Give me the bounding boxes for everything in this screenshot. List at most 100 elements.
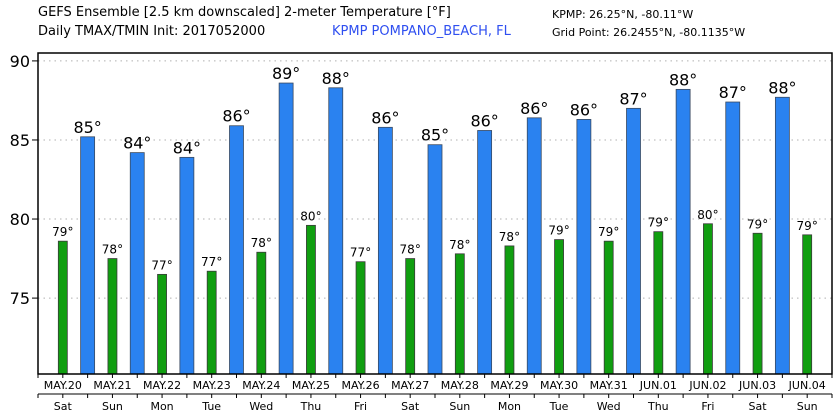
y-tick-label: 75 xyxy=(10,289,30,308)
tmin-label: 77° xyxy=(151,258,172,272)
x-date-label: MAY.28 xyxy=(441,379,479,392)
tmax-bar xyxy=(675,88,691,375)
plot-frame xyxy=(37,52,833,375)
x-date-label: MAY.30 xyxy=(540,379,578,392)
tmax-label: 87° xyxy=(619,89,647,108)
x-weekday-label: Fri xyxy=(701,400,714,413)
grid-point-coordinates: Grid Point: 26.2455°N, -80.1135°W xyxy=(552,26,746,39)
y-tick-label: 80 xyxy=(10,210,30,229)
tmax-bar xyxy=(229,125,244,375)
x-weekday-label: Mon xyxy=(498,400,521,413)
y-axis: 75 80 85 90 xyxy=(10,52,38,308)
x-weekday-label: Tue xyxy=(549,400,569,413)
tmax-bar xyxy=(477,130,493,375)
x-date-label: MAY.25 xyxy=(292,379,330,392)
tmin-label: 80° xyxy=(300,209,321,223)
x-weekday-label: Thu xyxy=(647,400,669,413)
tmax-bar xyxy=(328,87,344,375)
tmin-bar xyxy=(802,234,813,375)
x-weekday-label: Thu xyxy=(300,400,322,413)
tmax-label: 88° xyxy=(768,78,796,97)
tmax-label: 89° xyxy=(272,64,300,83)
x-date-label: JUN.03 xyxy=(738,379,776,392)
bar-labels: 79° 78° 77° 77° 78° 80° 77° 78° 78° 78° 79° 79° 79° 8… xyxy=(52,64,818,272)
chart-title: GEFS Ensemble [2.5 km downscaled] 2-mete… xyxy=(38,5,451,20)
tmin-bar xyxy=(256,251,267,375)
tmax-label: 86° xyxy=(470,111,498,130)
x-date-label: MAY.31 xyxy=(590,379,628,392)
tmax-bar xyxy=(278,82,294,375)
tmin-label: 79° xyxy=(747,217,768,231)
x-weekday-label: Wed xyxy=(597,400,621,413)
x-weekday-label: Wed xyxy=(249,400,273,413)
tmax-bar xyxy=(626,107,641,375)
tmax-bar xyxy=(774,96,790,375)
tmin-label: 77° xyxy=(350,246,371,260)
x-date-label: MAY.23 xyxy=(193,379,231,392)
station-coordinates: KPMP: 26.25°N, -80.11°W xyxy=(552,8,694,21)
tmin-label: 79° xyxy=(548,224,569,238)
tmin-bar xyxy=(454,253,465,375)
tmax-label: 86° xyxy=(570,100,598,119)
x-weekday-label: Sat xyxy=(401,400,420,413)
tmax-label: 85° xyxy=(73,118,101,137)
tmin-bar xyxy=(752,232,763,375)
tmax-label: 88° xyxy=(669,70,697,89)
tmax-bar xyxy=(526,117,542,375)
tmin-bar xyxy=(603,240,614,375)
tmax-label: 86° xyxy=(520,99,548,118)
x-weekday-label: Tue xyxy=(201,400,221,413)
tmax-label: 84° xyxy=(123,134,151,153)
x-weekday-label: Sun xyxy=(449,400,470,413)
tmin-label: 78° xyxy=(102,243,123,257)
tmax-label: 87° xyxy=(719,83,747,102)
tmin-bar xyxy=(107,258,118,375)
x-date-label: MAY.22 xyxy=(143,379,181,392)
tmax-bar xyxy=(80,136,96,375)
x-date-label: MAY.24 xyxy=(242,379,280,392)
tmax-label: 84° xyxy=(173,138,201,157)
tmin-label: 80° xyxy=(697,208,718,222)
tmin-bar xyxy=(504,245,515,375)
x-date-label: MAY.29 xyxy=(490,379,528,392)
x-date-label: MAY.21 xyxy=(93,379,131,392)
tmin-label: 79° xyxy=(648,216,669,230)
tmax-label: 86° xyxy=(222,107,250,126)
tmin-bar xyxy=(703,223,713,375)
tmax-label: 88° xyxy=(322,69,350,88)
x-weekday-label: Sat xyxy=(749,400,768,413)
x-date-label: MAY.26 xyxy=(341,379,379,392)
tmax-bar xyxy=(179,156,195,375)
x-weekday-label: Sun xyxy=(797,400,818,413)
tmin-bar xyxy=(405,258,416,375)
tmin-label: 79° xyxy=(797,219,818,233)
y-tick-label: 90 xyxy=(10,52,30,71)
x-date-label: MAY.27 xyxy=(391,379,429,392)
tmax-bar xyxy=(427,144,443,375)
tmin-bar xyxy=(554,239,564,375)
y-tick-label: 85 xyxy=(10,131,30,150)
tmin-bar xyxy=(57,240,68,375)
x-weekday-label: Sat xyxy=(54,400,73,413)
x-date-label: JUN.01 xyxy=(639,379,677,392)
tmin-label: 78° xyxy=(449,238,470,252)
station-name: KPMP POMPANO_BEACH, FL xyxy=(332,24,511,39)
tmax-bar xyxy=(129,152,145,375)
x-weekday-label: Mon xyxy=(150,400,173,413)
tmin-label: 77° xyxy=(201,255,222,269)
tmin-bar xyxy=(653,231,664,375)
x-weekday-label: Sun xyxy=(102,400,123,413)
tmin-bar xyxy=(306,224,316,375)
tmax-bar xyxy=(377,126,393,375)
x-axis: MAY.20 Sat MAY.21 Sun MAY.22 Mon MAY.23 Tue MAY.… xyxy=(37,374,833,413)
tmin-label: 78° xyxy=(251,236,272,250)
tmin-bar xyxy=(206,270,217,375)
tmin-label: 79° xyxy=(52,225,73,239)
tmin-bar xyxy=(355,261,366,375)
tmin-label: 79° xyxy=(598,225,619,239)
tmax-bar xyxy=(576,119,592,375)
x-date-label: MAY.20 xyxy=(44,379,82,392)
tmin-label: 78° xyxy=(499,230,520,244)
tmin-label: 78° xyxy=(400,243,421,257)
